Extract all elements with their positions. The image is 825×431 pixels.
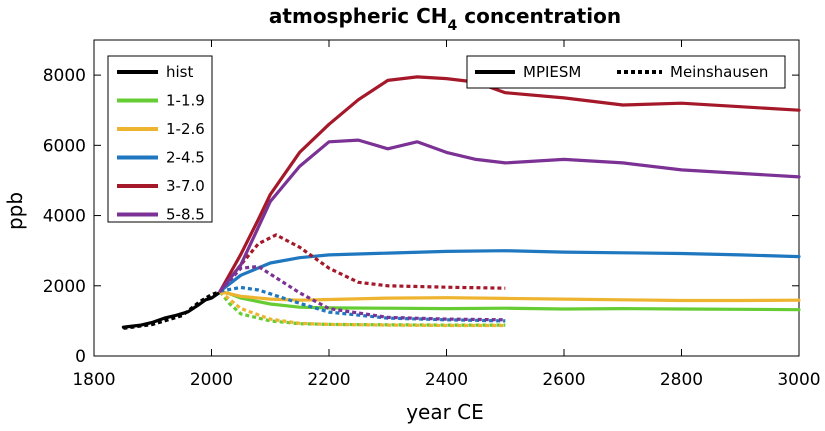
series-legend: hist 1-1.9 1-2.6 2-4.5 3-7.0 5-8.5 [107, 55, 213, 224]
x-tick-label: 2200 [307, 370, 350, 390]
plot-area [93, 39, 801, 357]
x-tick-label: 2400 [425, 370, 468, 390]
series-1-1-9-solid-line [218, 290, 801, 312]
y-axis-label: ppb [3, 192, 27, 230]
series-5-8-5-dotted-line [219, 264, 506, 322]
legend-label-hist: hist [166, 63, 193, 81]
y-axis: 0 2000 4000 6000 8000 [43, 66, 799, 367]
y-tick-label: 4000 [43, 207, 86, 227]
series-3-7-0-dotted-line [219, 233, 506, 292]
legend-label-2-4-5: 2-4.5 [166, 149, 205, 167]
x-axis-label: year CE [406, 400, 484, 424]
x-tick-label: 2600 [542, 370, 585, 390]
series-2-4-5-solid-line [218, 249, 801, 293]
style-label-meinshausen: Meinshausen [670, 63, 768, 81]
x-tick-label: 2800 [660, 370, 703, 390]
series-1-1-9-dotted-line [219, 290, 506, 327]
style-label-mpiesm: MPIESM [523, 63, 581, 81]
chart-title: atmospheric CH4 concentration [269, 4, 621, 34]
x-tick-label: 2000 [190, 370, 233, 390]
chart-title-tail: concentration [457, 4, 621, 28]
x-axis: 1800 2000 2200 2400 2600 2800 3000 [72, 40, 821, 390]
series-hist-dotted-line [123, 290, 221, 330]
series-5-8-5-solid-line [218, 138, 801, 293]
legend-label-5-8-5: 5-8.5 [166, 206, 205, 224]
series-hist-solid-line [121, 290, 222, 329]
legend-label-1-2-6: 1-2.6 [166, 120, 205, 138]
chart-title-main: atmospheric CH [269, 4, 448, 28]
y-tick-label: 6000 [43, 136, 86, 156]
chart-title-subscript: 4 [448, 18, 458, 34]
series-1-2-6-dotted-line [219, 290, 506, 328]
y-tick-label: 8000 [43, 66, 86, 86]
y-tick-label: 0 [75, 347, 86, 367]
x-tick-label: 3000 [777, 370, 820, 390]
legend-label-1-1-9: 1-1.9 [166, 92, 205, 110]
line-style-legend: MPIESM Meinshausen [466, 55, 786, 89]
legend-label-3-7-0: 3-7.0 [166, 177, 205, 195]
series-legend-box [107, 55, 213, 223]
series-3-7-0-solid-line [218, 75, 801, 293]
y-tick-label: 2000 [43, 277, 86, 297]
x-tick-label: 1800 [72, 370, 115, 390]
series-1-2-6-solid-line [218, 290, 801, 303]
